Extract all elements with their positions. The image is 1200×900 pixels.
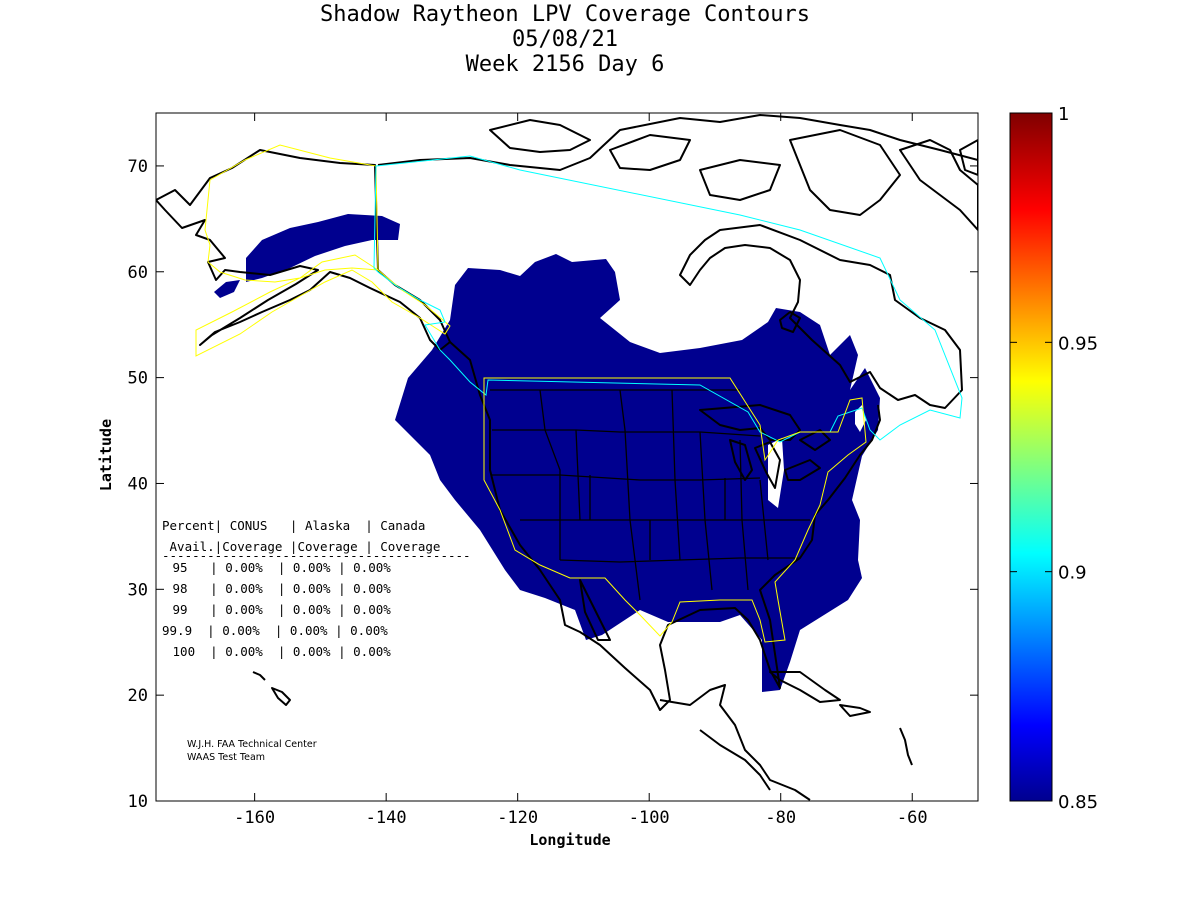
x-tick-label: -120 xyxy=(497,808,538,828)
colorbar-label: 0.85 xyxy=(1058,792,1098,813)
table-header-2: Avail.|Coverage |Coverage | Coverage xyxy=(162,539,440,554)
y-tick-label: 60 xyxy=(128,263,148,283)
conus-boundary xyxy=(483,377,867,643)
table-separator: ----------------------------------------… xyxy=(162,548,471,563)
y-tick-label: 40 xyxy=(128,474,148,494)
x-axis-label: Longitude xyxy=(529,831,610,849)
y-axis-label: Latitude xyxy=(97,419,115,491)
y-tick-label: 20 xyxy=(128,686,148,706)
y-tick-label: 10 xyxy=(128,792,148,812)
credit-line-1: W.J.H. FAA Technical Center xyxy=(187,739,317,750)
coverage-region-alaska xyxy=(246,214,400,282)
coverage-region-main xyxy=(395,254,880,692)
y-axis: 10 20 30 40 50 60 70 xyxy=(128,157,978,812)
y-tick-label: 70 xyxy=(128,157,148,177)
map-layer xyxy=(156,114,978,801)
x-tick-label: -160 xyxy=(234,808,275,828)
table-row: 99 | 0.00% | 0.00% | 0.00% xyxy=(165,602,391,617)
y-tick-label: 50 xyxy=(128,369,148,389)
colorbar-label: 1 xyxy=(1058,104,1069,125)
alaska-boundary xyxy=(195,144,451,357)
x-axis: -160 -140 -120 -100 -80 -60 xyxy=(234,113,928,828)
x-tick-label: -140 xyxy=(366,808,407,828)
table-row: 95 | 0.00% | 0.00% | 0.00% xyxy=(165,560,391,575)
coverage-region-alaska-tip xyxy=(214,280,240,298)
colorbar xyxy=(1009,112,1053,802)
coverage-table: Percent| CONUS | Alaska | Canada Avail.|… xyxy=(162,518,471,659)
table-header-1: Percent| CONUS | Alaska | Canada xyxy=(162,518,425,533)
credit-line-2: WAAS Test Team xyxy=(187,752,265,763)
x-tick-label: -60 xyxy=(897,808,928,828)
x-tick-label: -80 xyxy=(765,808,796,828)
colorbar-label: 0.9 xyxy=(1058,563,1087,584)
x-tick-label: -100 xyxy=(629,808,670,828)
colorbar-scale: 1 0.95 0.9 0.85 xyxy=(1010,104,1098,813)
state-borders xyxy=(490,389,810,601)
chart-week-day: Week 2156 Day 6 xyxy=(465,52,665,77)
y-tick-label: 30 xyxy=(128,580,148,600)
chart-date: 05/08/21 xyxy=(512,27,618,52)
colorbar-label: 0.95 xyxy=(1058,333,1098,354)
table-row: 99.9 | 0.00% | 0.00% | 0.00% xyxy=(162,623,388,638)
table-row: 100 | 0.00% | 0.00% | 0.00% xyxy=(165,644,391,659)
table-row: 98 | 0.00% | 0.00% | 0.00% xyxy=(165,581,391,596)
coverage-gap-michigan xyxy=(768,438,784,508)
chart-title: Shadow Raytheon LPV Coverage Contours xyxy=(319,2,811,27)
